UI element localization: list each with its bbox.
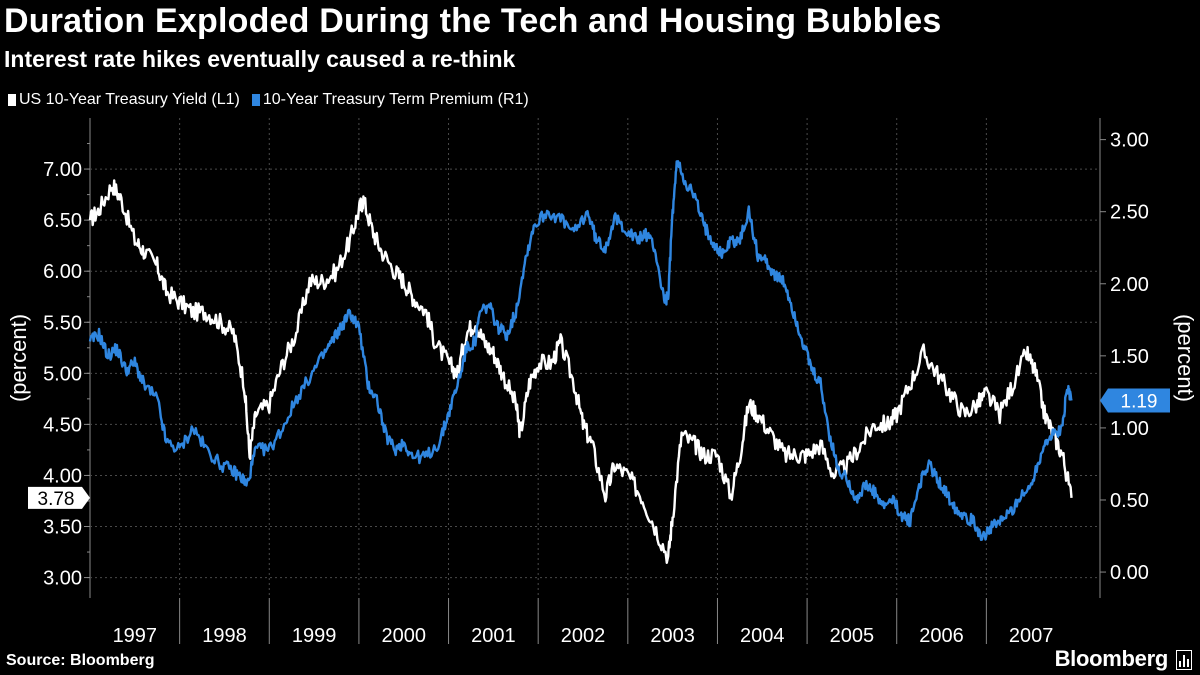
left-tick-label: 5.50 bbox=[43, 312, 82, 334]
left-axis-title: (percent) bbox=[6, 314, 31, 402]
legend-label-yield: US 10-Year Treasury Yield (L1) bbox=[19, 91, 240, 108]
bloomberg-logo: Bloomberg bbox=[1054, 646, 1169, 671]
bloomberg-logo-icon bbox=[1176, 650, 1192, 670]
right-axis-title: (percent) bbox=[1173, 314, 1198, 402]
left-tick-label: 3.50 bbox=[43, 517, 82, 539]
x-tick-label: 2006 bbox=[919, 625, 964, 647]
left-tick-label: 6.50 bbox=[43, 210, 82, 232]
left-tick-label: 6.00 bbox=[43, 261, 82, 283]
x-tick-label: 1998 bbox=[202, 625, 247, 647]
legend-item-term-premium: 10-Year Treasury Term Premium (R1) bbox=[251, 91, 529, 109]
last-value-label-right: 1.19 bbox=[1121, 392, 1158, 413]
x-tick-label: 1997 bbox=[113, 625, 158, 647]
right-tick-label: 2.00 bbox=[1110, 274, 1149, 296]
source-note: Source: Bloomberg bbox=[6, 652, 155, 669]
right-tick-label: 0.50 bbox=[1110, 490, 1149, 512]
right-tick-label: 1.00 bbox=[1110, 418, 1149, 440]
x-tick-label: 2004 bbox=[740, 625, 785, 647]
left-tick-label: 7.00 bbox=[43, 159, 82, 181]
left-tick-label: 4.50 bbox=[43, 414, 82, 436]
right-tick-label: 3.00 bbox=[1110, 130, 1149, 152]
x-tick-label: 2007 bbox=[1009, 625, 1054, 647]
chart-legend: US 10-Year Treasury Yield (L1) 10-Year T… bbox=[8, 91, 541, 109]
left-tick-label: 3.00 bbox=[43, 568, 82, 590]
x-tick-label: 2000 bbox=[381, 625, 426, 647]
last-value-label-left: 3.78 bbox=[38, 489, 75, 510]
right-tick-label: 2.50 bbox=[1110, 202, 1149, 224]
x-tick-label: 2005 bbox=[830, 625, 875, 647]
x-tick-label: 2002 bbox=[561, 625, 606, 647]
chart-title: Duration Exploded During the Tech and Ho… bbox=[4, 2, 942, 40]
chart-subtitle: Interest rate hikes eventually caused a … bbox=[4, 46, 516, 72]
x-tick-label: 1999 bbox=[292, 625, 337, 647]
legend-item-yield: US 10-Year Treasury Yield (L1) bbox=[8, 91, 240, 109]
legend-swatch-term-premium bbox=[251, 94, 260, 106]
x-tick-label: 2001 bbox=[471, 625, 516, 647]
yield-series-line bbox=[88, 179, 1073, 564]
right-tick-label: 1.50 bbox=[1110, 346, 1149, 368]
last-value-badge-right bbox=[1100, 388, 1170, 413]
term-premium-series-line bbox=[88, 160, 1073, 541]
last-value-badge-left bbox=[28, 486, 90, 509]
x-tick-label: 2003 bbox=[650, 625, 695, 647]
left-tick-label: 4.00 bbox=[43, 465, 82, 487]
right-tick-label: 0.00 bbox=[1110, 562, 1149, 584]
legend-swatch-yield bbox=[8, 94, 16, 106]
left-tick-label: 5.00 bbox=[43, 363, 82, 385]
legend-label-term-premium: 10-Year Treasury Term Premium (R1) bbox=[262, 91, 529, 108]
